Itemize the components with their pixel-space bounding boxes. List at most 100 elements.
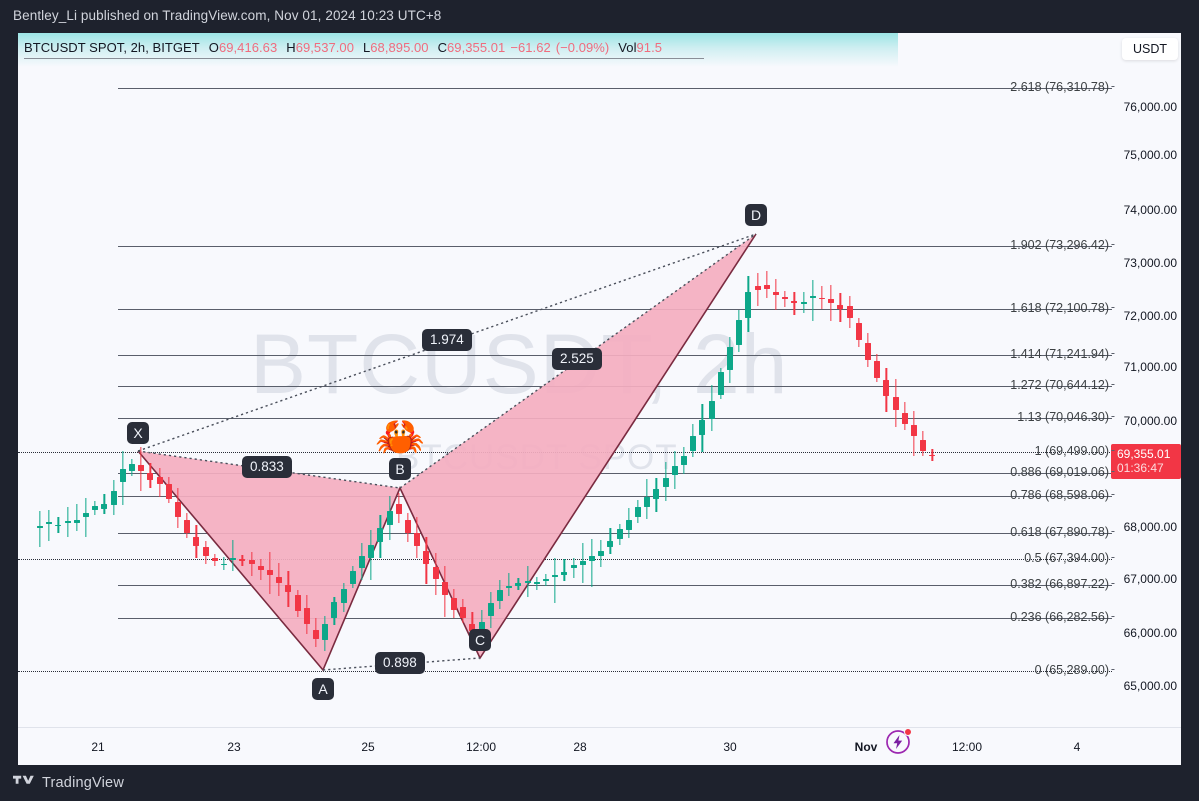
legend-high-value: 69,537.00	[295, 39, 354, 55]
candle	[101, 494, 108, 515]
candle	[763, 270, 770, 298]
candle	[432, 553, 439, 595]
candle	[708, 385, 715, 431]
time-tick: 12:00	[465, 740, 497, 754]
price-tick: 71,000.00	[1123, 360, 1177, 374]
fib-level-label: 0.236 (66,282.56)	[1010, 610, 1109, 624]
fib-level-label: 0.618 (67,890.78)	[1010, 525, 1109, 539]
time-scale[interactable]: 21 23 25 12:00 28 30 Nov 12:00 4	[18, 727, 1181, 765]
candle	[671, 450, 678, 490]
candle	[819, 286, 825, 310]
pattern-point-x[interactable]: X	[127, 422, 149, 444]
candle	[165, 477, 172, 504]
legend-close-value: 69,355.01	[447, 39, 506, 55]
candle	[156, 467, 163, 497]
tradingview-logo-icon	[13, 774, 34, 793]
fib-level-label: 0.5 (67,394.00)	[1024, 551, 1109, 565]
fib-level-tick: -	[1110, 409, 1115, 423]
pattern-ratio-label[interactable]: 2.525	[552, 348, 602, 370]
legend-highlight-wash	[18, 33, 898, 67]
lightning-bolt-icon[interactable]	[885, 728, 912, 755]
time-tick: 28	[573, 740, 587, 754]
pattern-point-d[interactable]: D	[745, 204, 767, 226]
plot-area[interactable]: BTCUSDT, 2h BTCUSDT SPOT XABCD0.8330.898…	[18, 33, 1112, 727]
price-tick: 73,000.00	[1123, 256, 1177, 270]
candle	[55, 516, 62, 534]
candle	[230, 540, 237, 571]
legend-symbol[interactable]: BTCUSDT SPOT, 2h, BITGET	[24, 39, 200, 55]
candle	[73, 504, 80, 531]
fib-level-label: 1 (69,499.00)	[1034, 444, 1109, 458]
candle	[533, 576, 540, 590]
price-tick: 72,000.00	[1123, 309, 1177, 323]
candle	[644, 479, 651, 520]
fib-level-line	[118, 618, 1112, 619]
time-tick: 21	[91, 740, 105, 754]
candle	[855, 318, 862, 348]
chart-legend[interactable]: BTCUSDT SPOT, 2h, BITGET O 69,416.63 H 69,…	[24, 37, 662, 57]
time-tick: Nov	[854, 740, 878, 754]
candle	[929, 449, 936, 462]
footer-bar: TradingView	[0, 765, 1199, 801]
candle	[110, 480, 117, 516]
candle	[892, 379, 899, 427]
candle	[64, 507, 71, 537]
candle	[377, 515, 384, 558]
pattern-ratio-label[interactable]: 1.974	[422, 329, 472, 351]
candle	[184, 513, 191, 539]
candle	[662, 461, 669, 501]
candle	[727, 337, 733, 384]
candle	[349, 566, 356, 588]
candle	[322, 615, 329, 652]
candle	[524, 566, 531, 598]
fib-level-tick: -	[1110, 487, 1115, 501]
pattern-point-a[interactable]: A	[312, 678, 334, 700]
candle	[294, 589, 301, 617]
fib-level-tick: -	[1110, 662, 1115, 676]
fib-level-label: 0.382 (66,897.22)	[1010, 577, 1109, 591]
candle	[276, 562, 283, 596]
candle	[285, 570, 292, 608]
candle	[865, 332, 871, 367]
legend-volume-label: Vol	[618, 39, 637, 55]
candle	[846, 295, 853, 329]
fib-level-tick: -	[1110, 550, 1115, 564]
publish-bar: Bentley_Li published on TradingView.com,…	[0, 0, 1199, 30]
price-tick: 67,000.00	[1123, 572, 1177, 586]
current-price-badge: 69,355.01 01:36:47	[1111, 444, 1181, 479]
fib-level-tick: -	[1110, 443, 1115, 457]
candle	[570, 557, 577, 578]
fib-level-line	[118, 246, 1112, 247]
candle	[901, 402, 908, 431]
time-tick: 30	[723, 740, 737, 754]
pattern-ratio-label[interactable]: 0.898	[375, 652, 425, 674]
chart-frame[interactable]: BTCUSDT SPOT, 2h, BITGET O 69,416.63 H 69,…	[18, 33, 1181, 765]
candle	[221, 557, 227, 571]
legend-low-value: 68,895.00	[370, 39, 429, 55]
candle	[579, 543, 586, 583]
fib-level-line	[118, 496, 1112, 497]
current-price-value: 69,355.01	[1117, 447, 1171, 461]
fib-level-label: 1.414 (71,241.94)	[1010, 347, 1109, 361]
candle	[616, 523, 623, 546]
candle	[773, 278, 779, 310]
candle	[331, 596, 338, 625]
candle	[211, 553, 218, 566]
legend-change-percent: (−0.09%)	[555, 39, 610, 55]
candle	[37, 510, 43, 547]
pattern-point-b[interactable]: B	[389, 458, 411, 480]
tradingview-brand: TradingView	[42, 775, 124, 791]
pattern-point-c[interactable]: C	[469, 629, 491, 651]
price-tick: 65,000.00	[1123, 679, 1177, 693]
time-tick: 23	[227, 740, 241, 754]
legend-volume-value: 91.5	[636, 39, 663, 55]
harmonic-pattern-drawing[interactable]	[18, 33, 1112, 727]
currency-badge[interactable]: USDT	[1121, 38, 1178, 60]
price-scale[interactable]: 76,000.00 75,000.00 74,000.00 73,000.00 72,0…	[1111, 33, 1181, 746]
candle	[791, 292, 798, 316]
pattern-ratio-label[interactable]: 0.833	[242, 456, 292, 478]
candle	[607, 528, 614, 555]
bar-countdown: 01:36:47	[1117, 461, 1164, 475]
candle	[147, 462, 154, 488]
